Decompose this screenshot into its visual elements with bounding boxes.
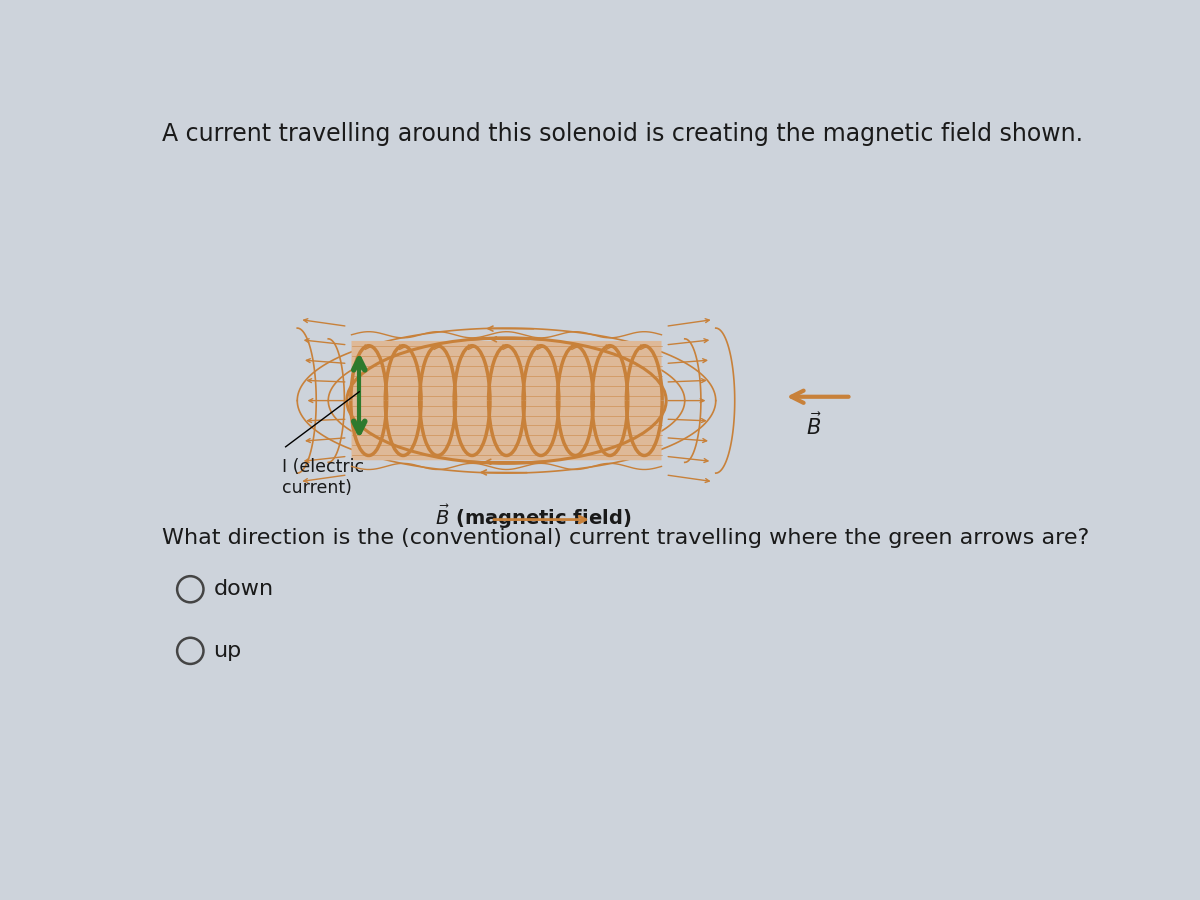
Text: up: up [214, 641, 242, 661]
FancyBboxPatch shape [352, 341, 661, 460]
Text: $\vec{B}$ (magnetic field): $\vec{B}$ (magnetic field) [436, 502, 631, 531]
Text: A current travelling around this solenoid is creating the magnetic field shown.: A current travelling around this solenoi… [162, 122, 1082, 146]
Text: down: down [214, 580, 274, 599]
Text: What direction is the (conventional) current travelling where the green arrows a: What direction is the (conventional) cur… [162, 527, 1088, 547]
Text: I (electric
current): I (electric current) [282, 458, 364, 497]
Text: $\vec{B}$: $\vec{B}$ [805, 412, 822, 439]
